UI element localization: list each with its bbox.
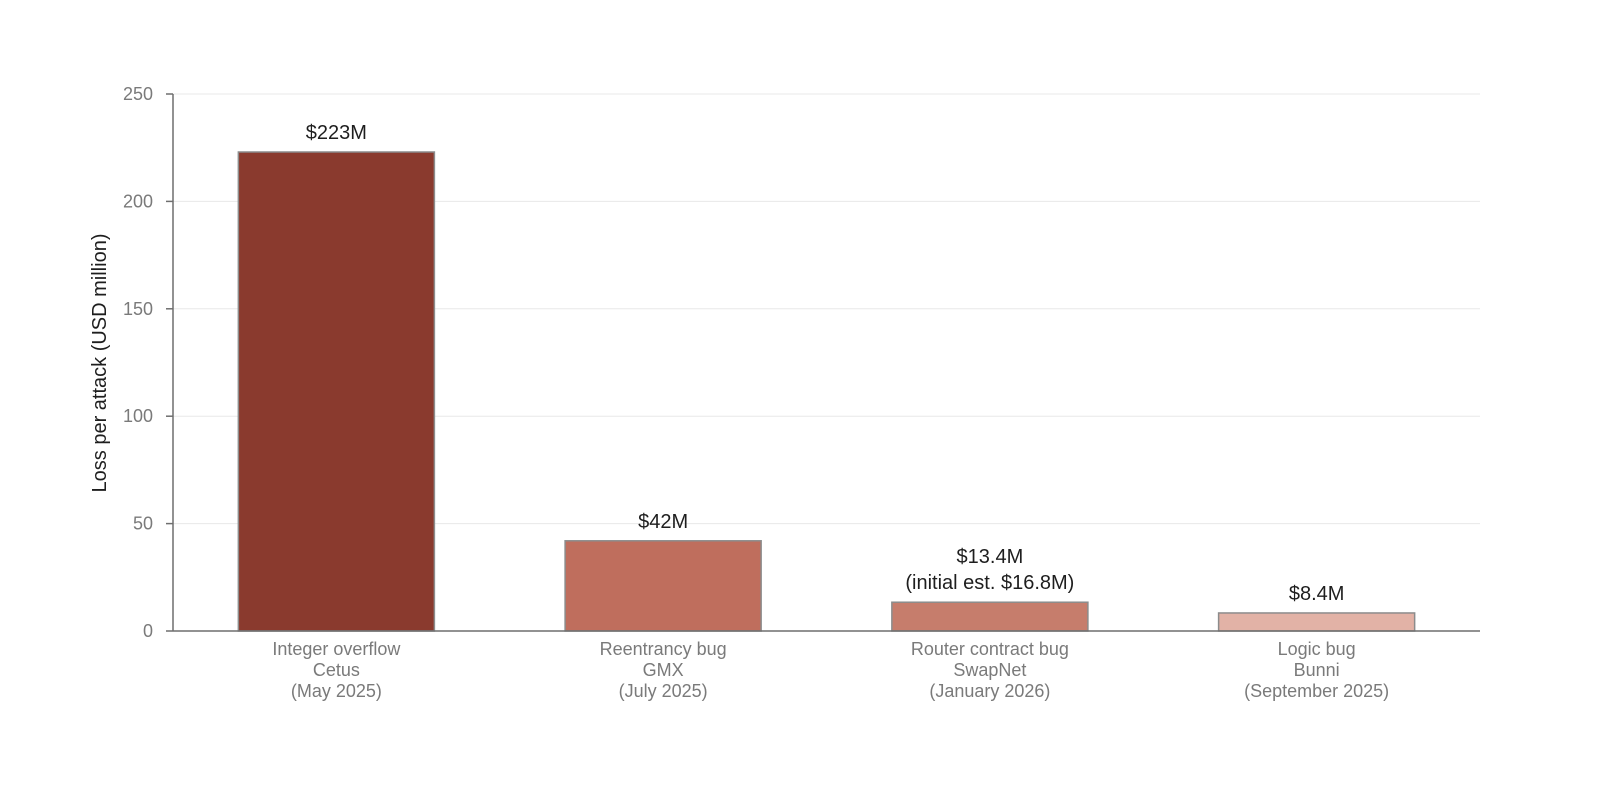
- x-category-label-line: GMX: [643, 660, 684, 680]
- x-category-label: Logic bug Bunni (September 2025): [1244, 639, 1389, 701]
- y-tick-label: 100: [123, 406, 153, 426]
- x-category-label-line: (July 2025): [619, 681, 708, 701]
- value-label-line: (initial est. $16.8M): [905, 572, 1074, 594]
- bar-4: [1217, 612, 1416, 632]
- y-axis-title: Loss per attack (USD million): [89, 234, 111, 493]
- x-category-label-line: Logic bug: [1278, 639, 1356, 659]
- value-label-line: $42M: [638, 511, 688, 533]
- bars: [237, 151, 1416, 632]
- x-category-labels: Integer overflow Cetus (May 2025) Reentranc…: [272, 639, 1389, 701]
- value-label: $42M: [638, 511, 688, 533]
- bar-2: [564, 540, 762, 632]
- x-category-label-line: Router contract bug: [911, 639, 1069, 659]
- x-category-label-line: SwapNet: [953, 660, 1026, 680]
- x-category-label-line: Bunni: [1294, 660, 1340, 680]
- x-category-label-line: Cetus: [313, 660, 360, 680]
- y-tick-label: 200: [123, 191, 153, 211]
- y-tick-labels: 0 50 100 150 200 250: [123, 84, 153, 641]
- axes: [166, 93, 1480, 632]
- x-category-label: Reentrancy bug GMX (July 2025): [600, 639, 727, 701]
- value-label: $8.4M: [1289, 583, 1345, 605]
- value-label-line: $8.4M: [1289, 583, 1345, 605]
- value-label: $13.4M (initial est. $16.8M): [905, 546, 1074, 594]
- x-category-label-line: (May 2025): [291, 681, 382, 701]
- value-label-line: $223M: [306, 122, 367, 144]
- y-tick-label: 150: [123, 299, 153, 319]
- x-category-label-line: Reentrancy bug: [600, 639, 727, 659]
- x-category-label-line: Integer overflow: [272, 639, 401, 659]
- x-category-label-line: (January 2026): [929, 681, 1050, 701]
- y-tick-label: 250: [123, 84, 153, 104]
- x-category-label: Router contract bug SwapNet (January 2026): [911, 639, 1069, 701]
- y-tick-label: 50: [133, 514, 153, 534]
- bar-3: [891, 601, 1089, 632]
- x-category-label: Integer overflow Cetus (May 2025): [272, 639, 401, 701]
- value-label-line: $13.4M: [957, 546, 1024, 568]
- bar-1: [237, 151, 436, 632]
- y-tick-label: 0: [143, 621, 153, 641]
- value-labels: $223M $42M $13.4M (initial est. $16.8M) $8.4…: [306, 122, 1345, 605]
- value-label: $223M: [306, 122, 367, 144]
- x-category-label-line: (September 2025): [1244, 681, 1389, 701]
